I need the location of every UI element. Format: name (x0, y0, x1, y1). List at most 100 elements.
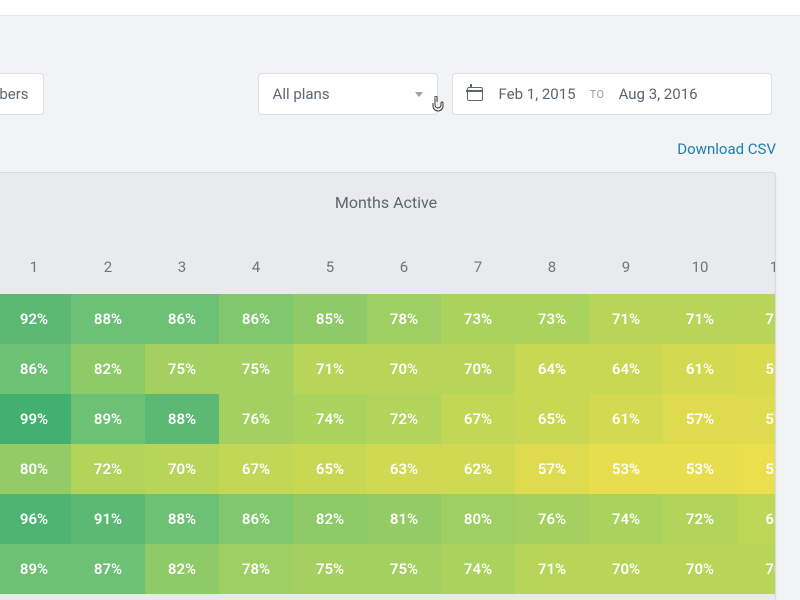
retention-heatmap: 123456789101 92%88%86%86%85%78%73%73%71%… (0, 244, 775, 594)
heatmap-cell: 67% (219, 444, 293, 494)
heatmap-cell: 62% (441, 444, 515, 494)
heatmap-cell: 71% (663, 294, 737, 344)
heatmap-col-header: 9 (589, 244, 663, 294)
heatmap-cell: 92% (0, 294, 71, 344)
download-csv-link[interactable]: Download CSV (677, 140, 776, 158)
heatmap-col-header: 8 (515, 244, 589, 294)
heatmap-col-header: 1 (737, 244, 775, 294)
plans-select[interactable]: All plans (258, 73, 438, 115)
heatmap-cell: 73% (515, 294, 589, 344)
date-from: Feb 1, 2015 (499, 85, 576, 103)
heatmap-cell: 70% (589, 544, 663, 594)
retention-heatmap-card: Months Active 123456789101 92%88%86%86%8… (0, 172, 776, 600)
heatmap-cell: 91% (71, 494, 145, 544)
heatmap-cell: 96% (0, 494, 71, 544)
heatmap-cell: 86% (145, 294, 219, 344)
heatmap-cell: 59 (737, 344, 775, 394)
heatmap-cell: 88% (145, 394, 219, 444)
heatmap-cell: 78% (367, 294, 441, 344)
plans-label: All plans (273, 85, 330, 103)
heatmap-col-header: 6 (367, 244, 441, 294)
heatmap-cell: 76% (515, 494, 589, 544)
date-to: Aug 3, 2016 (619, 85, 698, 103)
heatmap-col-header: 2 (71, 244, 145, 294)
date-range-picker[interactable]: Feb 1, 2015 TO Aug 3, 2016 (452, 73, 772, 115)
heatmap-cell: 64% (515, 344, 589, 394)
heatmap-cell: 82% (145, 544, 219, 594)
heatmap-cell: 75% (145, 344, 219, 394)
heatmap-cell: 71 (737, 294, 775, 344)
heatmap-cell: 70% (663, 544, 737, 594)
heatmap-cell: 67% (441, 394, 515, 444)
heatmap-cell: 82% (71, 344, 145, 394)
heatmap-cell: 88% (145, 494, 219, 544)
heatmap-cell: 52 (737, 444, 775, 494)
heatmap-cell: 74% (589, 494, 663, 544)
heatmap-row: 89%87%82%78%75%75%74%71%70%70%70 (0, 544, 775, 594)
heatmap-cell: 80% (0, 444, 71, 494)
heatmap-cell: 74% (293, 394, 367, 444)
filters-row: scribers All plans Feb 1, 2015 TO Aug 3,… (0, 16, 800, 126)
chevron-down-icon (415, 92, 423, 97)
heatmap-cell: 70% (367, 344, 441, 394)
top-whitespace (0, 0, 800, 16)
heatmap-row: 80%72%70%67%65%63%62%57%53%53%52 (0, 444, 775, 494)
heatmap-col-header: 5 (293, 244, 367, 294)
heatmap-cell: 72% (71, 444, 145, 494)
heatmap-cell: 81% (367, 494, 441, 544)
heatmap-col-header: 4 (219, 244, 293, 294)
heatmap-col-header: 10 (663, 244, 737, 294)
heatmap-cell: 85% (293, 294, 367, 344)
heatmap-cell: 71% (589, 294, 663, 344)
heatmap-cell: 61% (663, 344, 737, 394)
heatmap-cell: 89% (0, 544, 71, 594)
heatmap-row: 96%91%88%86%82%81%80%76%74%72%68 (0, 494, 775, 544)
heatmap-cell: 86% (219, 494, 293, 544)
heatmap-cell: 53% (589, 444, 663, 494)
heatmap-cell: 57% (663, 394, 737, 444)
heatmap-cell: 70% (441, 344, 515, 394)
heatmap-cell: 86% (0, 344, 71, 394)
heatmap-cell: 73% (441, 294, 515, 344)
heatmap-row: 92%88%86%86%85%78%73%73%71%71%71 (0, 294, 775, 344)
heatmap-cell: 72% (663, 494, 737, 544)
heatmap-col-header: 7 (441, 244, 515, 294)
heatmap-title: Months Active (0, 193, 775, 212)
subscribers-button[interactable]: scribers (0, 73, 44, 115)
heatmap-cell: 87% (71, 544, 145, 594)
download-row: Download CSV (0, 126, 800, 172)
heatmap-cell: 89% (71, 394, 145, 444)
heatmap-col-header: 1 (0, 244, 71, 294)
heatmap-cell: 75% (367, 544, 441, 594)
heatmap-cell: 57% (515, 444, 589, 494)
heatmap-cell: 76% (219, 394, 293, 444)
heatmap-row: 99%89%88%76%74%72%67%65%61%57%57 (0, 394, 775, 444)
heatmap-cell: 68 (737, 494, 775, 544)
heatmap-cell: 70% (145, 444, 219, 494)
heatmap-cell: 82% (293, 494, 367, 544)
date-to-label: TO (590, 88, 605, 101)
heatmap-row: 86%82%75%75%71%70%70%64%64%61%59 (0, 344, 775, 394)
heatmap-cell: 57 (737, 394, 775, 444)
heatmap-cell: 65% (293, 444, 367, 494)
heatmap-cell: 78% (219, 544, 293, 594)
calendar-icon (467, 87, 483, 101)
heatmap-cell: 99% (0, 394, 71, 444)
heatmap-cell: 61% (589, 394, 663, 444)
heatmap-cell: 71% (515, 544, 589, 594)
heatmap-cell: 72% (367, 394, 441, 444)
heatmap-cell: 64% (589, 344, 663, 394)
heatmap-cell: 75% (293, 544, 367, 594)
heatmap-cell: 88% (71, 294, 145, 344)
heatmap-cell: 86% (219, 294, 293, 344)
heatmap-cell: 70 (737, 544, 775, 594)
heatmap-scroll[interactable]: 123456789101 92%88%86%86%85%78%73%73%71%… (0, 244, 775, 594)
heatmap-cell: 65% (515, 394, 589, 444)
subscribers-label: scribers (0, 85, 29, 103)
heatmap-cell: 71% (293, 344, 367, 394)
heatmap-cell: 75% (219, 344, 293, 394)
heatmap-cell: 74% (441, 544, 515, 594)
heatmap-cell: 63% (367, 444, 441, 494)
heatmap-cell: 53% (663, 444, 737, 494)
heatmap-col-header: 3 (145, 244, 219, 294)
